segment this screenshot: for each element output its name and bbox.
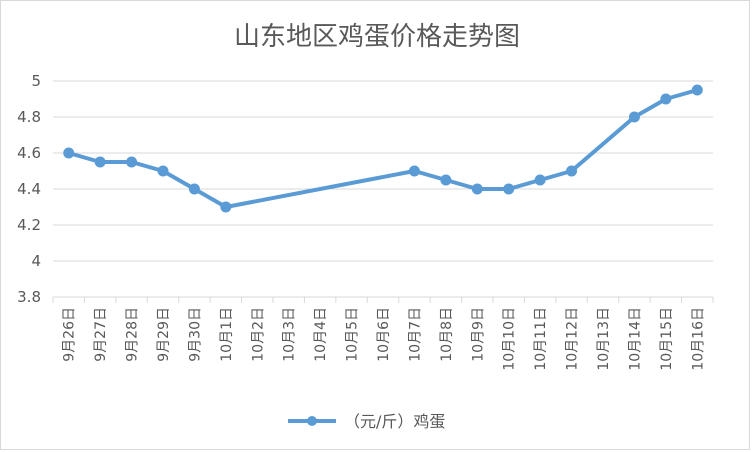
x-tick-label: 10月10日 [502, 307, 518, 371]
data-point [408, 165, 420, 177]
gridlines [52, 80, 714, 303]
data-point [534, 174, 546, 186]
legend: （元/斤）鸡蛋 [288, 412, 445, 431]
x-tick-label: 9月29日 [156, 307, 172, 362]
x-tick-label: 10月6日 [376, 307, 392, 362]
data-point [94, 156, 106, 168]
x-tick-label: 10月12日 [565, 307, 581, 371]
x-tick-label: 10月3日 [282, 307, 298, 362]
data-point [220, 201, 232, 213]
x-tick-label: 9月27日 [93, 307, 109, 362]
x-tick-label: 10月4日 [313, 307, 329, 362]
legend-marker [307, 416, 317, 426]
x-tick-label: 10月16日 [690, 307, 706, 371]
x-tick-label: 10月8日 [439, 307, 455, 362]
series-line [63, 84, 703, 213]
y-tick-label: 4.2 [17, 216, 41, 234]
x-tick-label: 9月28日 [125, 307, 141, 362]
y-tick-label: 4 [31, 252, 41, 270]
y-axis-ticks: 3.8 4 4.2 4.4 4.6 4.8 5 [17, 72, 41, 306]
y-tick-label: 4.4 [17, 180, 41, 198]
data-point [63, 147, 75, 159]
data-point [188, 183, 200, 195]
y-tick-label: 3.8 [17, 288, 41, 306]
data-point [440, 174, 452, 186]
x-tick-label: 10月2日 [250, 307, 266, 362]
x-tick-label: 10月9日 [470, 307, 486, 362]
x-axis-ticks: 9月26日 9月27日 9月28日 9月29日 9月30日 10月1日 10月2日 10月3日… [62, 307, 707, 371]
data-point [691, 84, 703, 96]
x-tick-label: 10月7日 [407, 307, 423, 362]
y-tick-label: 4.8 [17, 108, 41, 126]
legend-label: （元/斤）鸡蛋 [344, 412, 445, 431]
data-point [628, 111, 640, 123]
data-point [566, 165, 578, 177]
x-tick-label: 10月13日 [596, 307, 612, 371]
x-tick-label: 10月14日 [627, 307, 643, 371]
x-tick-label: 10月11日 [533, 307, 549, 371]
data-point [660, 93, 672, 105]
x-tick-label: 10月5日 [345, 307, 361, 362]
x-tick-label: 9月30日 [187, 307, 203, 362]
chart-title: 山东地区鸡蛋价格走势图 [234, 22, 520, 52]
data-point [503, 183, 515, 195]
x-tick-label: 9月26日 [62, 307, 78, 362]
y-tick-label: 4.6 [17, 144, 41, 162]
y-tick-label: 5 [31, 72, 41, 90]
x-tick-label: 10月1日 [219, 307, 235, 362]
x-tick-label: 10月15日 [659, 307, 675, 371]
data-point [471, 183, 483, 195]
data-point [126, 156, 138, 168]
data-point [157, 165, 169, 177]
